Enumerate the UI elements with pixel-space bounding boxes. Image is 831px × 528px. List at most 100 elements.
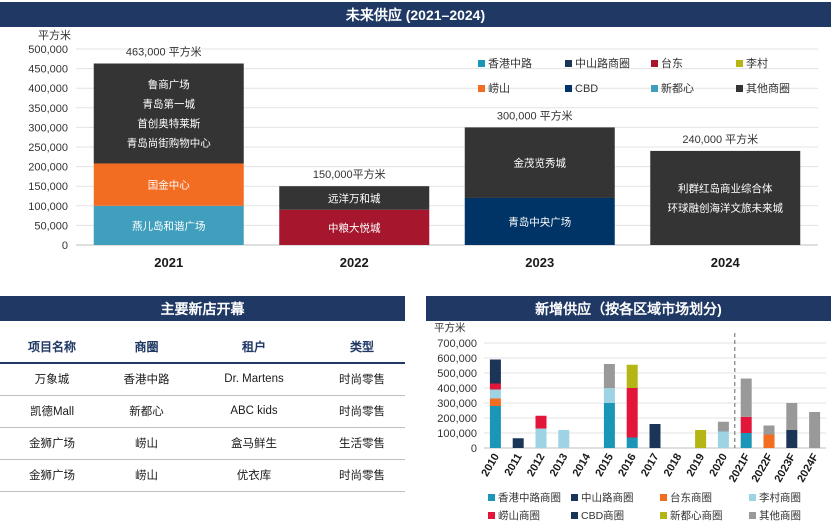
legend-label: 李村 — [746, 56, 768, 70]
bar-segment — [650, 150, 801, 245]
cell-district: 崂山 — [104, 427, 189, 460]
bar-segment — [603, 364, 615, 388]
segment-label: 鲁商广场 — [148, 78, 190, 91]
bar-segment — [464, 197, 615, 245]
legend-swatch — [736, 85, 743, 92]
bar-total-label: 300,000 平方米 — [497, 108, 573, 122]
segment-label: 青岛中央广场 — [508, 215, 571, 228]
x-tick-label: 2010 — [479, 452, 502, 479]
segment-label: 环球融创海洋文旅未来城 — [668, 202, 784, 215]
y-tick-label: 50,000 — [34, 220, 68, 232]
y-tick-label: 500,000 — [437, 368, 477, 380]
bar-segment — [464, 127, 615, 198]
new-supply-by-district-chart: 平方米 0 100,000 200,000 300,000 400,000 500,000 6… — [434, 321, 826, 522]
bar-segment — [649, 424, 661, 448]
legend-swatch — [749, 512, 756, 519]
legend-label: 新都心商圈 — [670, 509, 723, 522]
legend-label: 中山路商圈 — [575, 56, 630, 70]
y-tick-label: 700,000 — [437, 338, 477, 350]
y-tick-label: 600,000 — [437, 353, 477, 365]
header-type: 类型 — [319, 331, 405, 364]
cell-tenant: 优衣库 — [189, 459, 319, 492]
table-header-row: 项目名称 商圈 租户 类型 — [0, 331, 405, 364]
bar-segment — [740, 378, 752, 417]
legend-label: 新都心 — [661, 81, 694, 95]
legend-swatch — [660, 512, 667, 519]
y-tick-label: 300,000 — [28, 122, 68, 134]
cell-type: 时尚零售 — [319, 395, 405, 428]
cell-tenant: Dr. Martens — [189, 363, 319, 396]
x-tick-label: 2024 — [711, 255, 741, 270]
bar-segment — [603, 388, 615, 403]
cell-district: 新都心 — [104, 395, 189, 428]
cell-district: 崂山 — [104, 459, 189, 492]
future-supply-banner: 未来供应 (2021–2024) — [0, 2, 831, 27]
y-tick-label: 300,000 — [437, 398, 477, 410]
bar-total-label: 463,000 平方米 — [126, 45, 202, 59]
new-store-openings-banner: 主要新店开幕 — [0, 296, 405, 321]
y-tick-label: 450,000 — [28, 64, 68, 76]
legend-label: 崂山商圈 — [498, 509, 540, 522]
y-tick-label: 250,000 — [28, 142, 68, 154]
bar-segment — [279, 186, 430, 210]
legend-swatch — [651, 85, 658, 92]
y-axis-label: 平方米 — [434, 321, 466, 334]
x-tick-label: 2015 — [593, 452, 616, 479]
x-tick-label: 2016 — [616, 452, 639, 479]
legend-swatch — [749, 494, 756, 501]
cell-project-name: 万象城 — [0, 363, 104, 396]
y-tick-label: 200,000 — [28, 162, 68, 174]
bar-segment — [717, 431, 729, 448]
table-row: 金狮广场 崂山 盒马鲜生 生活零售 — [0, 427, 405, 460]
segment-label: 首创奥特莱斯 — [137, 117, 200, 130]
segment-label: 青岛第一城 — [143, 98, 196, 111]
x-tick-label: 2020 — [707, 452, 730, 479]
bar-segment — [786, 430, 798, 448]
cell-type: 时尚零售 — [319, 363, 405, 396]
new-supply-by-district-banner: 新增供应（按各区域市场划分) — [426, 296, 831, 321]
segment-label: 燕儿岛和谐广场 — [132, 219, 206, 232]
x-tick-label: 2013 — [548, 452, 571, 479]
bar-segment — [603, 403, 615, 448]
bar-segment — [489, 359, 501, 384]
bar-segment — [489, 389, 501, 399]
legend-swatch — [571, 494, 578, 501]
x-tick-label: 2023 — [525, 255, 554, 270]
table-row: 万象城 香港中路 Dr. Martens 时尚零售 — [0, 363, 405, 396]
y-tick-label: 400,000 — [437, 383, 477, 395]
legend-label: 李村商圈 — [759, 491, 801, 504]
legend-swatch — [660, 494, 667, 501]
cell-type: 时尚零售 — [319, 459, 405, 492]
bar-total-label: 240,000 平方米 — [682, 132, 758, 146]
y-tick-label: 150,000 — [28, 181, 68, 193]
x-tick-label: 2021F — [727, 451, 753, 484]
segment-label: 利群红岛商业综合体 — [678, 182, 773, 195]
legend-swatch — [488, 494, 495, 501]
header-project-name: 项目名称 — [0, 331, 104, 364]
bar-segment — [626, 437, 638, 448]
legend-label: 中山路商圈 — [581, 491, 634, 504]
y-tick-label: 200,000 — [437, 413, 477, 425]
bar-segment — [535, 415, 547, 429]
bar-segment — [740, 416, 752, 433]
cell-project-name: 金狮广场 — [0, 459, 104, 492]
x-tick-label: 2017 — [639, 452, 662, 479]
legend-label: 其他商圈 — [759, 509, 801, 522]
y-tick-label: 0 — [471, 443, 477, 455]
segment-label: 远洋万和城 — [328, 192, 381, 205]
table-row: 凯德Mall 新都心 ABC kids 时尚零售 — [0, 395, 405, 428]
bar-segment — [763, 434, 775, 448]
segment-label: 中粮大悦城 — [328, 221, 381, 234]
cell-district: 香港中路 — [104, 363, 189, 396]
x-tick-label: 2024F — [795, 451, 821, 484]
bar-segment — [809, 412, 821, 448]
legend-label: 其他商圈 — [746, 81, 790, 95]
header-district: 商圈 — [104, 331, 189, 364]
y-tick-label: 0 — [62, 240, 68, 252]
legend-label: 崂山 — [488, 82, 510, 95]
legend-label: 台东 — [661, 56, 683, 70]
segment-label: 金茂览秀城 — [514, 157, 567, 170]
x-tick-label: 2011 — [502, 452, 524, 479]
segment-label: 青岛尚街购物中心 — [127, 137, 211, 150]
cell-tenant: ABC kids — [189, 395, 319, 428]
